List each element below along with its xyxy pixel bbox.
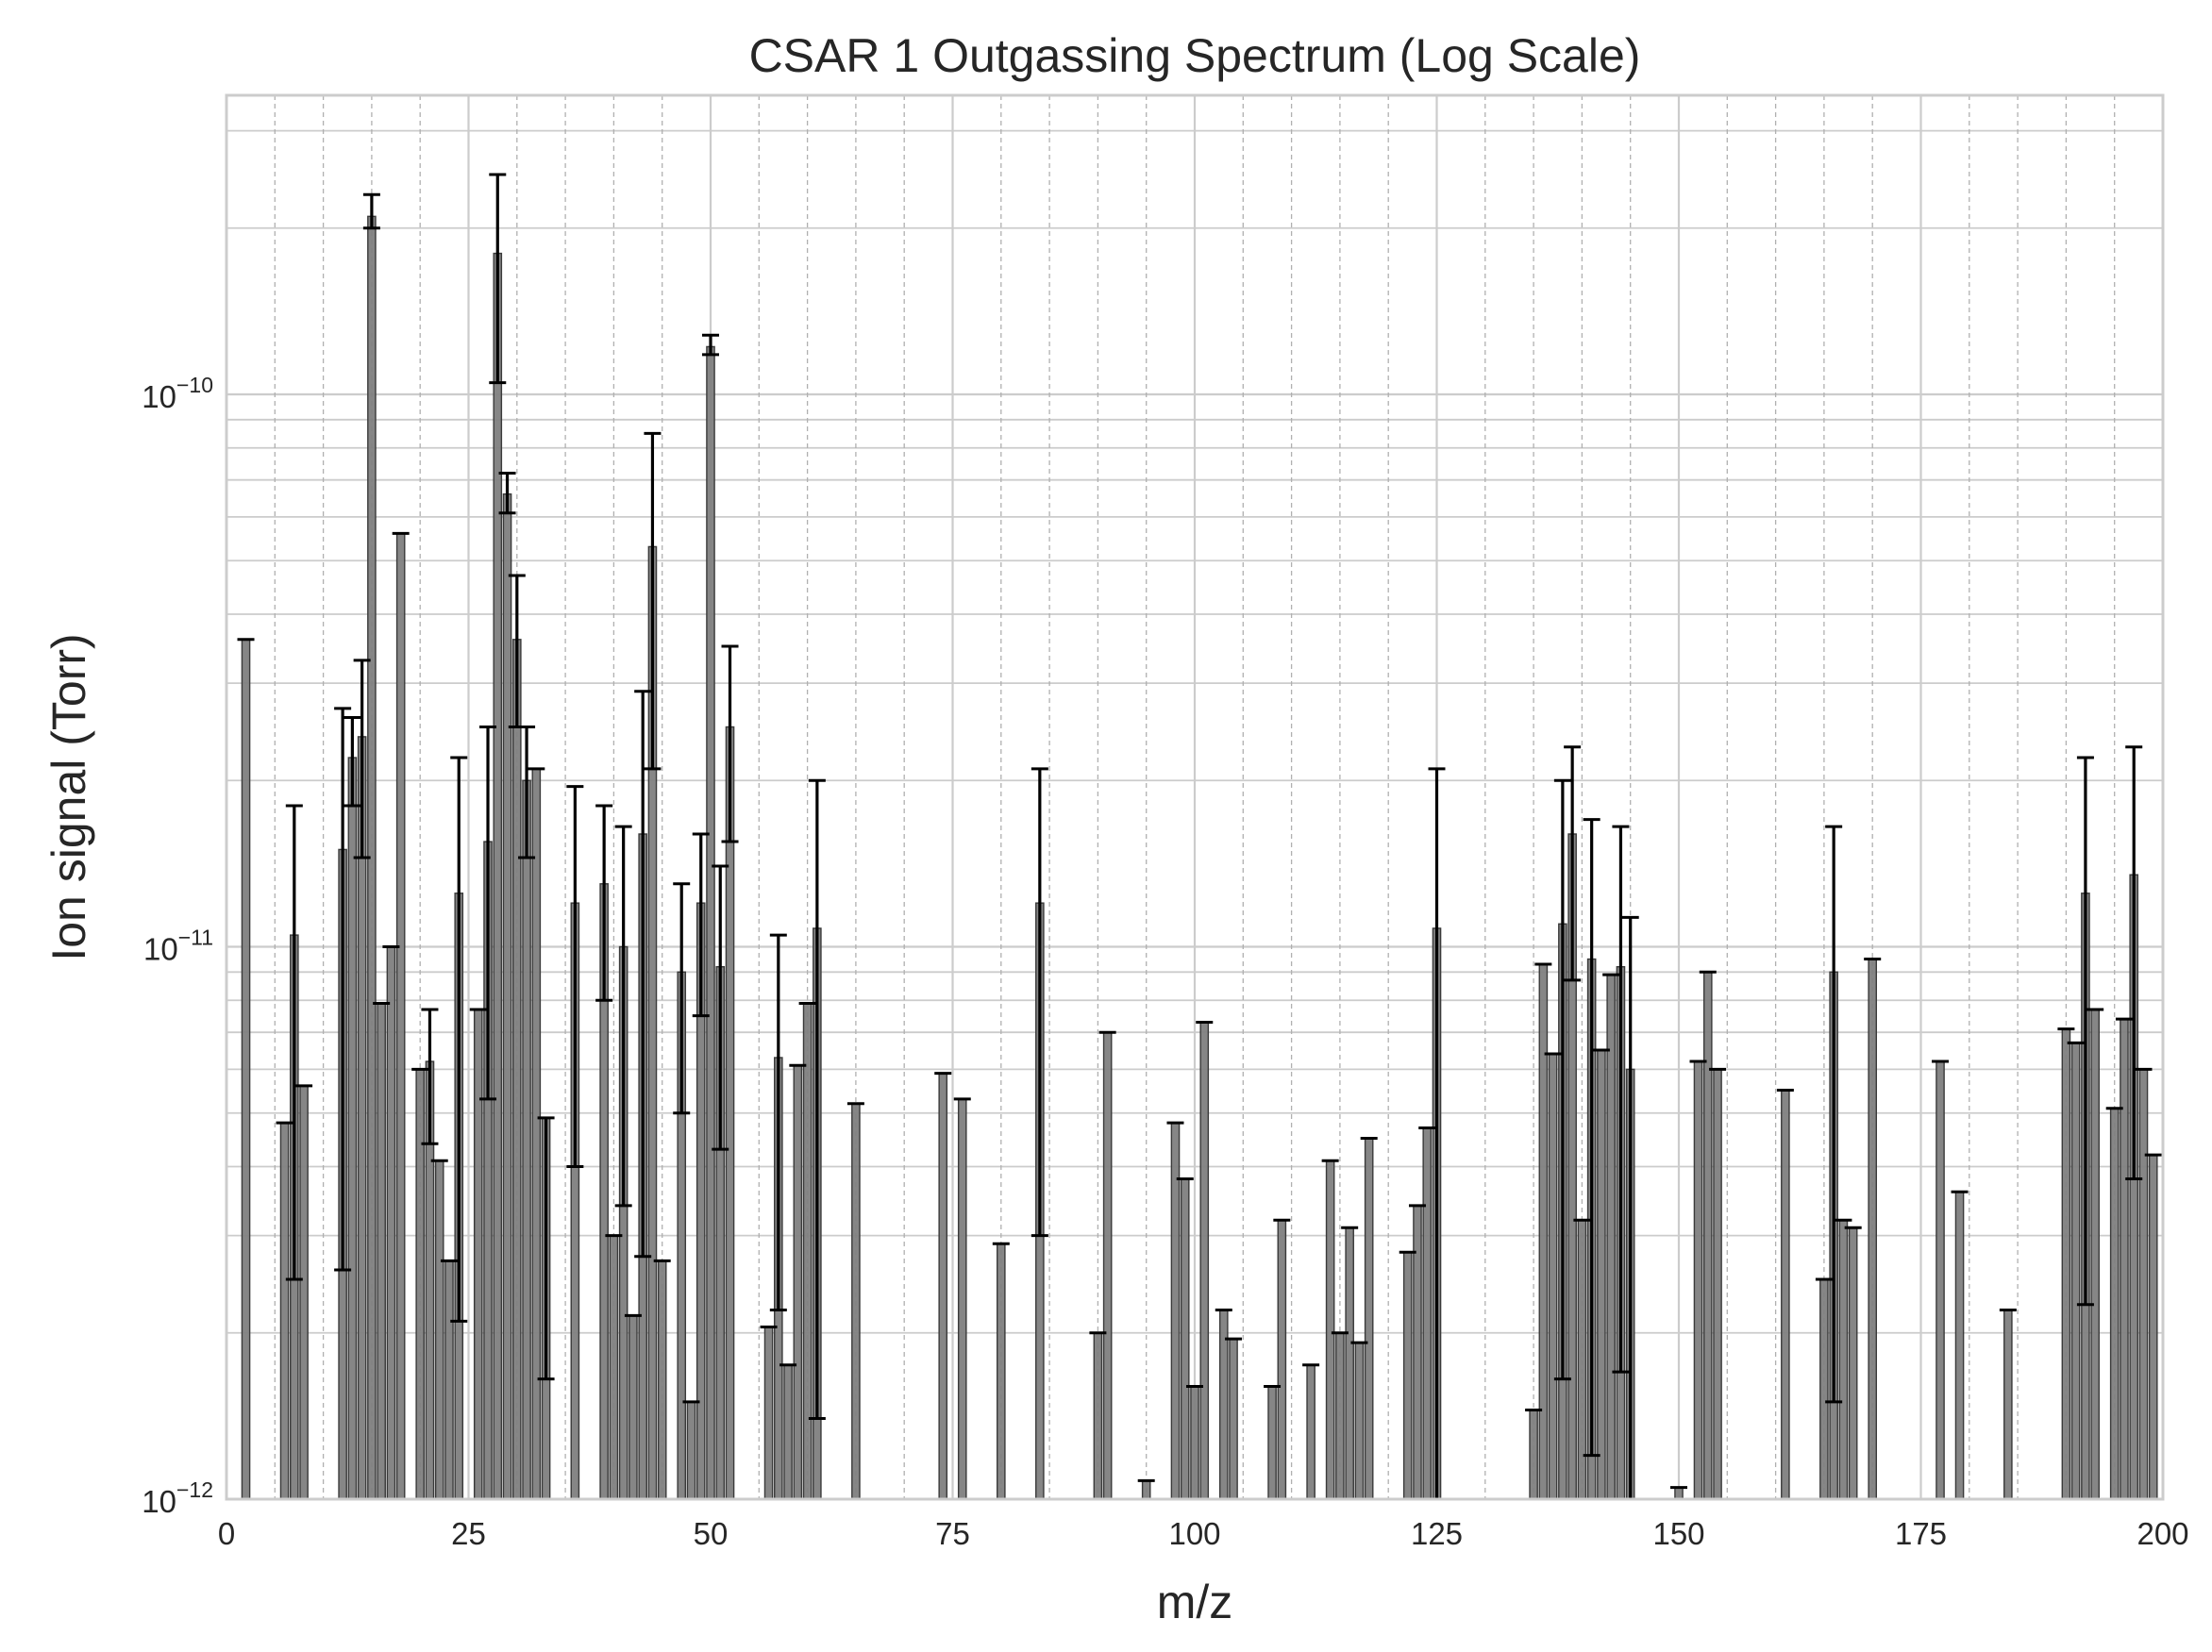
bar <box>502 492 512 1500</box>
bar <box>2090 1009 2100 1500</box>
plot-frame <box>225 93 2165 1501</box>
bar <box>1277 1219 1287 1500</box>
x-tick-label: 100 <box>1168 1516 1220 1551</box>
bar <box>628 1314 638 1500</box>
bar <box>473 1009 483 1500</box>
x-tick-label: 125 <box>1411 1516 1463 1551</box>
bar <box>657 1260 667 1500</box>
bar <box>2061 1027 2071 1500</box>
y-tick-labels: 10−12 10−11 10−10 <box>142 373 213 1519</box>
bar <box>1954 1191 1965 1500</box>
x-tick-label: 150 <box>1652 1516 1704 1551</box>
bar <box>1819 1278 1829 1500</box>
bar <box>1548 1053 1558 1500</box>
bar <box>1199 1021 1210 1500</box>
bar <box>1325 1160 1335 1500</box>
bar <box>1702 971 1713 1500</box>
bar <box>241 639 251 1500</box>
bar <box>1422 1126 1433 1500</box>
bar <box>531 768 542 1500</box>
x-tick-label: 50 <box>694 1516 729 1551</box>
bar <box>434 1160 444 1500</box>
bar <box>347 757 358 1500</box>
bar <box>279 1122 290 1500</box>
bar <box>802 1002 813 1500</box>
bar <box>377 1002 386 1500</box>
bar <box>493 252 503 1500</box>
x-tick-labels: 0 25 50 75 100 125 150 175 200 <box>218 1516 2189 1551</box>
y-tick-label: 10−10 <box>142 373 213 414</box>
bar <box>522 779 531 1500</box>
bar <box>1402 1251 1413 1500</box>
bar <box>706 345 715 1500</box>
y-tick-label: 10−11 <box>143 926 213 967</box>
x-tick-label: 200 <box>2137 1516 2188 1551</box>
bar <box>1597 1049 1606 1500</box>
bar <box>1606 974 1616 1500</box>
bar <box>1102 1031 1113 1500</box>
bar <box>395 532 406 1500</box>
bar <box>851 1103 861 1500</box>
bar <box>1413 1205 1422 1500</box>
bar <box>793 1064 803 1500</box>
bar <box>957 1098 967 1500</box>
bar <box>444 1260 454 1500</box>
bar <box>1180 1177 1190 1500</box>
bar <box>1354 1342 1365 1500</box>
bar <box>996 1243 1006 1500</box>
bar <box>1713 1068 1722 1500</box>
bar <box>1838 1219 1849 1500</box>
bar <box>1529 1409 1538 1500</box>
y-axis-label: Ion signal (Torr) <box>42 633 95 960</box>
bar <box>1848 1226 1858 1500</box>
bar <box>1306 1364 1315 1500</box>
y-tick-label: 10−12 <box>142 1477 213 1519</box>
x-tick-label: 25 <box>451 1516 486 1551</box>
x-axis-label: m/z <box>1157 1576 1233 1628</box>
bar <box>2138 1068 2149 1500</box>
x-tick-label: 75 <box>935 1516 970 1551</box>
bar <box>1345 1226 1354 1500</box>
bar <box>1936 1060 1945 1500</box>
bar <box>386 945 396 1500</box>
x-tick-label: 175 <box>1895 1516 1947 1551</box>
bar <box>783 1364 793 1500</box>
bar <box>1093 1332 1103 1500</box>
x-tick-label: 0 <box>218 1516 235 1551</box>
chart-title: CSAR 1 Outgassing Spectrum (Log Scale) <box>749 29 1641 82</box>
bar <box>1538 963 1549 1500</box>
bar <box>686 1401 696 1500</box>
bar <box>1781 1089 1790 1500</box>
bar <box>415 1068 426 1500</box>
bar <box>1577 1219 1587 1500</box>
bar <box>609 1234 619 1500</box>
bar <box>2070 1042 2081 1500</box>
bar <box>2003 1309 2013 1500</box>
bar <box>1693 1060 1703 1500</box>
bar <box>1267 1385 1277 1500</box>
bar <box>1674 1486 1684 1500</box>
bar <box>2120 1018 2129 1500</box>
bar <box>2109 1108 2120 1500</box>
bar <box>1141 1479 1151 1500</box>
bar <box>763 1326 774 1500</box>
bar <box>1190 1385 1199 1500</box>
error-bars <box>237 173 2162 1501</box>
bar <box>1364 1137 1374 1500</box>
bar <box>938 1072 948 1500</box>
bar <box>1868 958 1878 1500</box>
bar <box>511 639 522 1500</box>
bar <box>1229 1338 1238 1500</box>
bar <box>1335 1332 1345 1500</box>
bar <box>2148 1154 2158 1500</box>
bar <box>299 1085 309 1500</box>
